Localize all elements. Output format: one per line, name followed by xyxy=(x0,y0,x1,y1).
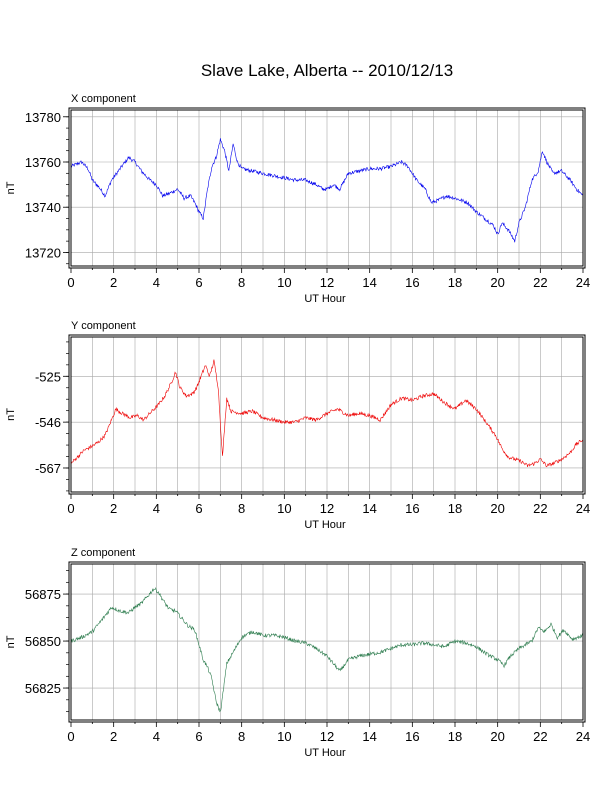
chart-z-ylabel: nT xyxy=(5,635,17,648)
y-tick-label: -546 xyxy=(35,415,61,430)
x-tick-label: 24 xyxy=(576,275,590,290)
x-tick-label: 16 xyxy=(405,729,419,744)
x-tick-label: 10 xyxy=(277,275,291,290)
chart-y-title: Y component xyxy=(71,320,136,332)
x-tick-label: 18 xyxy=(448,729,462,744)
chart-y-series-line xyxy=(70,359,584,468)
x-tick-label: 0 xyxy=(67,275,74,290)
x-tick-label: 16 xyxy=(405,501,419,516)
chart-x-y-axis: 13720 13740 13760 13780 nT xyxy=(5,110,69,265)
x-tick-label: 6 xyxy=(195,275,202,290)
chart-y-xlabel: UT Hour xyxy=(304,519,346,531)
x-tick-label: 8 xyxy=(238,501,245,516)
x-tick-label: 8 xyxy=(238,729,245,744)
x-tick-label: 2 xyxy=(110,501,117,516)
chart-x-grid xyxy=(71,110,583,266)
x-tick-label: 6 xyxy=(195,501,202,516)
x-tick-label: 0 xyxy=(67,501,74,516)
chart-x-title: X component xyxy=(71,93,136,105)
x-tick-label: 2 xyxy=(110,729,117,744)
chart-x-ylabel: nT xyxy=(5,181,17,194)
chart-y-frame xyxy=(70,336,584,493)
y-tick-label: -567 xyxy=(35,461,61,476)
x-tick-label: 18 xyxy=(448,275,462,290)
x-tick-label: 4 xyxy=(153,275,160,290)
x-tick-label: 12 xyxy=(320,275,334,290)
x-tick-label: 22 xyxy=(533,501,547,516)
chart-z-y-axis: 56825 56850 56875 nT xyxy=(5,570,69,712)
x-tick-label: 14 xyxy=(362,729,376,744)
y-tick-label: -525 xyxy=(35,369,61,384)
x-tick-label: 24 xyxy=(576,729,590,744)
x-tick-label: 24 xyxy=(576,501,590,516)
x-tick-label: 22 xyxy=(533,729,547,744)
x-tick-label: 20 xyxy=(490,729,504,744)
chart-y-y-axis: -567 -546 -525 nT xyxy=(5,341,69,492)
x-tick-label: 10 xyxy=(277,729,291,744)
y-tick-label: 56825 xyxy=(25,681,61,696)
x-tick-label: 20 xyxy=(490,275,504,290)
x-tick-label: 0 xyxy=(67,729,74,744)
x-tick-label: 16 xyxy=(405,275,419,290)
x-tick-label: 12 xyxy=(320,501,334,516)
chart-z-title: Z component xyxy=(71,547,135,559)
y-tick-label: 13740 xyxy=(25,200,61,215)
chart-y-grid xyxy=(71,337,583,492)
x-tick-label: 20 xyxy=(490,501,504,516)
x-tick-label: 12 xyxy=(320,729,334,744)
chart-z-series-line xyxy=(70,586,584,713)
chart-x-frame xyxy=(70,109,584,267)
figure-title: Slave Lake, Alberta -- 2010/12/13 xyxy=(201,61,453,80)
x-tick-label: 6 xyxy=(195,729,202,744)
chart-z-frame xyxy=(70,563,584,721)
chart-x-xlabel: UT Hour xyxy=(304,293,346,305)
x-tick-label: 2 xyxy=(110,275,117,290)
y-tick-label: 13760 xyxy=(25,155,61,170)
y-tick-label: 13720 xyxy=(25,245,61,260)
x-tick-label: 14 xyxy=(362,275,376,290)
x-tick-label: 8 xyxy=(238,275,245,290)
chart-x-series-line xyxy=(70,138,584,243)
x-tick-label: 22 xyxy=(533,275,547,290)
y-tick-label: 56875 xyxy=(25,587,61,602)
chart-y-ylabel: nT xyxy=(5,408,17,421)
x-tick-label: 14 xyxy=(362,501,376,516)
y-tick-label: 56850 xyxy=(25,634,61,649)
x-tick-label: 4 xyxy=(153,501,160,516)
y-tick-label: 13780 xyxy=(25,110,61,125)
chart-z-grid xyxy=(71,564,583,720)
x-tick-label: 18 xyxy=(448,501,462,516)
x-tick-label: 10 xyxy=(277,501,291,516)
chart-z-xlabel: UT Hour xyxy=(304,747,346,759)
x-tick-label: 4 xyxy=(153,729,160,744)
